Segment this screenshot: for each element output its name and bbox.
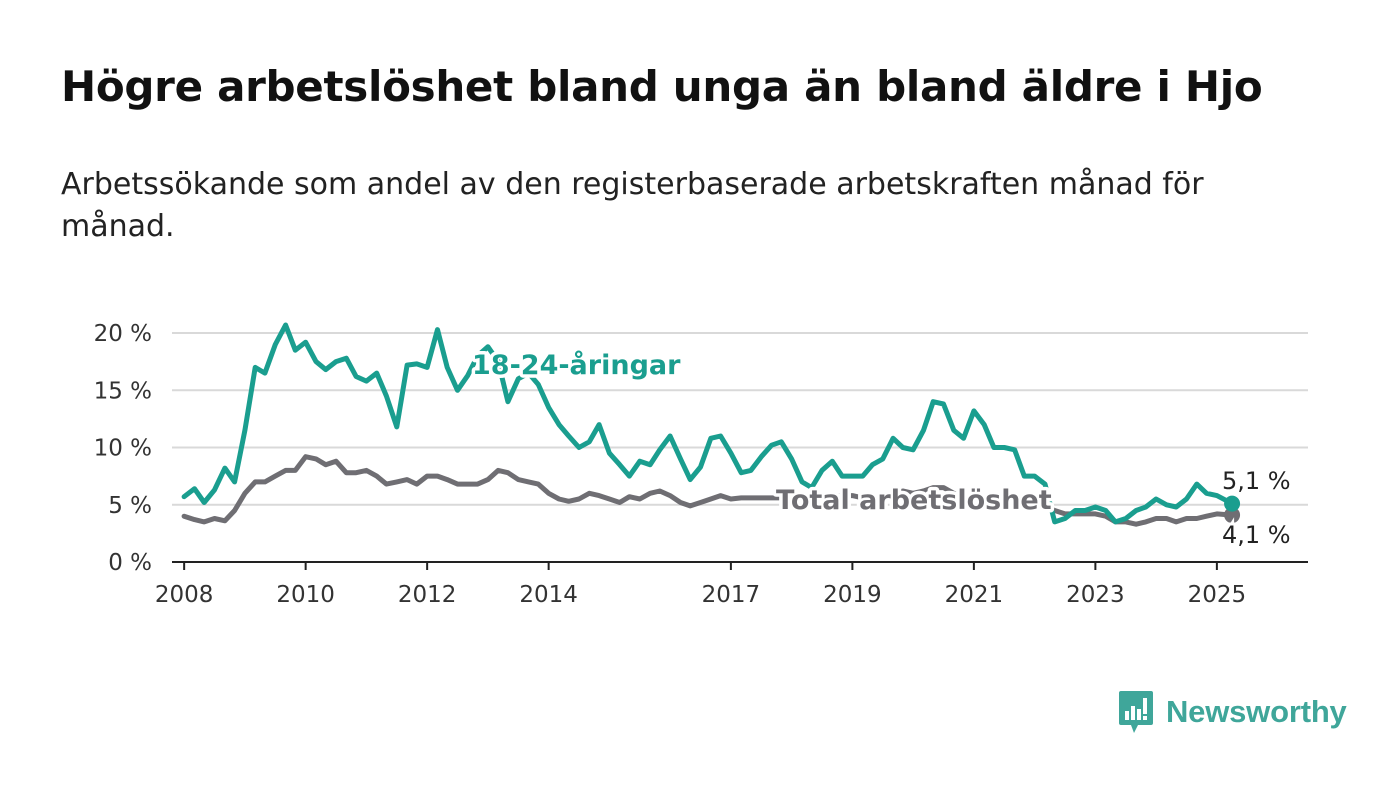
series-line-total [181, 454, 1235, 527]
x-tick-label: 2025 [1188, 582, 1247, 608]
x-tick-label: 2021 [945, 582, 1004, 608]
y-tick-label: 0 % [108, 550, 152, 576]
series-label-youth: 18-24-åringar [472, 349, 681, 381]
y-tick-label: 20 % [94, 321, 152, 347]
x-tick-label: 2019 [823, 582, 882, 608]
gridlines [172, 332, 1308, 506]
end-value-youth: 5,1 % [1222, 467, 1291, 495]
end-value-total: 4,1 % [1222, 521, 1291, 549]
end-point-youth [1224, 495, 1241, 512]
x-tick-label: 2017 [702, 582, 761, 608]
bar-chart-speech-bubble-icon [1119, 691, 1153, 733]
series-line-youth [181, 322, 1235, 525]
x-tick-label: 2010 [276, 582, 335, 608]
x-tick-label: 2008 [155, 582, 214, 608]
series-labels: 18-24-åringar Total arbetslöshet 5,1 % 4… [469, 346, 1294, 553]
axes: 0 % 5 % 10 % 15 % 20 % 2008 2010 2012 2014 2017 20… [94, 321, 1308, 608]
x-tick-label: 2023 [1066, 582, 1125, 608]
chart-subtitle: Arbetssökande som andel av den registerb… [61, 167, 1204, 244]
chart-title: Högre arbetslöshet bland unga än bland ä… [61, 62, 1263, 111]
x-tick-label: 2014 [519, 582, 578, 608]
x-tick-label: 2012 [398, 582, 457, 608]
brand-name: Newsworthy [1166, 694, 1347, 729]
series-label-total: Total arbetslöshet [776, 485, 1052, 516]
y-tick-label: 15 % [94, 378, 152, 404]
y-tick-label: 5 % [108, 493, 152, 519]
newsworthy-logo: Newsworthy [1118, 688, 1347, 736]
y-tick-label: 10 % [94, 436, 152, 462]
end-point-total [1224, 507, 1241, 524]
series-lines [181, 322, 1241, 527]
